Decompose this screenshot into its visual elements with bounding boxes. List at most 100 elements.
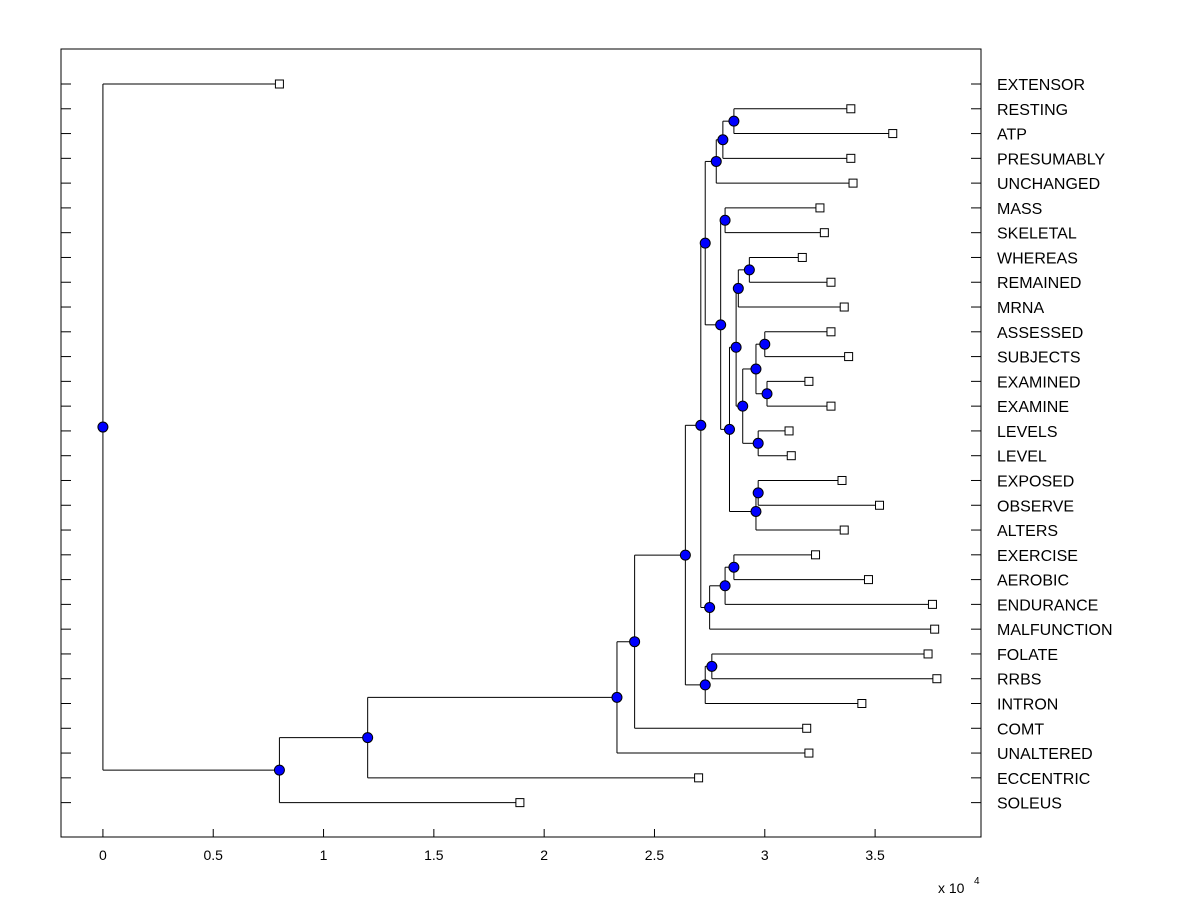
leaf-label-mrna: MRNA — [997, 300, 1044, 317]
merge-node — [706, 660, 718, 672]
merge-node — [695, 419, 707, 431]
leaf-label-comt: COMT — [997, 721, 1044, 738]
merge-node — [719, 580, 731, 592]
leaf-marker — [888, 129, 898, 139]
leaf-label-endurance: ENDURANCE — [997, 597, 1098, 614]
leaf-marker — [819, 228, 829, 238]
leaf-label-skeletal: SKELETAL — [997, 226, 1077, 243]
leaf-marker — [826, 277, 836, 287]
leaf-label-subjects: SUBJECTS — [997, 350, 1081, 367]
plot-frame — [60, 48, 982, 838]
leaf-marker — [811, 550, 821, 560]
leaf-labels: EXTENSOR RESTING ATP PRESUMABLY UNCHANGED MAS… — [997, 77, 1113, 813]
merge-node — [97, 421, 109, 433]
leaf-marker — [784, 426, 794, 436]
merge-node — [362, 732, 374, 744]
merge-node — [723, 423, 735, 435]
leaf-marker — [857, 699, 867, 708]
leaf-label-observe: OBSERVE — [997, 498, 1074, 515]
leaf-marker — [839, 302, 849, 312]
leaf-marker — [804, 376, 814, 386]
merge-node — [629, 636, 641, 648]
leaf-marker — [515, 798, 525, 808]
leaf-label-atp: ATP — [997, 127, 1027, 144]
leaf-marker — [839, 525, 849, 535]
leaf-label-exercise: EXERCISE — [997, 548, 1078, 565]
leaf-marker — [815, 203, 825, 213]
x-tick-label: 3.5 — [865, 847, 885, 863]
x-tick-label: 3 — [761, 847, 769, 863]
leaf-marker — [826, 327, 836, 337]
leaf-label-rrbs: RRBS — [997, 672, 1041, 689]
merge-node — [750, 505, 762, 517]
x-tick-label: 0 — [99, 847, 107, 863]
leaf-marker — [844, 352, 854, 362]
x-scale-label: x 10 — [938, 880, 965, 896]
leaf-label-exposed: EXPOSED — [997, 473, 1074, 490]
x-scale-exponent: 4 — [974, 876, 980, 887]
x-tick-label: 1 — [320, 847, 328, 863]
merge-node — [715, 319, 727, 331]
leaf-label-alters: ALTERS — [997, 523, 1058, 540]
leaf-marker — [804, 748, 814, 758]
leaf-label-soleus: SOLEUS — [997, 796, 1062, 813]
merge-node — [699, 237, 711, 249]
leaf-markers — [274, 79, 942, 808]
leaf-label-assessed: ASSESSED — [997, 325, 1083, 342]
leaf-label-malfunction: MALFUNCTION — [997, 622, 1113, 639]
merge-node — [750, 363, 762, 375]
leaf-label-extensor: EXTENSOR — [997, 77, 1085, 94]
merge-node — [743, 264, 755, 276]
merge-node — [752, 437, 764, 449]
leaf-label-examined: EXAMINED — [997, 374, 1081, 391]
merge-node — [719, 214, 731, 226]
axis-ticks — [61, 83, 981, 837]
merge-node — [728, 115, 740, 127]
merge-node — [737, 400, 749, 412]
merge-node — [699, 679, 711, 691]
merge-node — [679, 549, 691, 561]
leaf-marker — [797, 252, 807, 262]
merge-node — [710, 155, 722, 167]
leaf-label-levels: LEVELS — [997, 424, 1057, 441]
leaf-marker — [846, 153, 856, 163]
leaf-marker — [846, 104, 856, 114]
leaf-marker — [802, 723, 812, 733]
merge-node — [759, 338, 771, 350]
leaf-marker — [837, 475, 847, 485]
merge-node — [732, 282, 744, 294]
leaf-label-eccentric: ECCENTRIC — [997, 771, 1090, 788]
x-tick-label: 1.5 — [424, 847, 444, 863]
leaf-label-intron: INTRON — [997, 697, 1058, 714]
leaf-label-level: LEVEL — [997, 449, 1047, 466]
leaf-marker — [863, 575, 873, 585]
merge-node — [752, 487, 764, 499]
x-tick-label: 0.5 — [203, 847, 223, 863]
merge-node — [273, 764, 285, 776]
leaf-label-resting: RESTING — [997, 102, 1068, 119]
merge-nodes — [97, 115, 773, 776]
leaf-marker — [927, 599, 937, 609]
x-tick-labels: 0 0.5 1 1.5 2 2.5 3 3.5 — [99, 847, 885, 863]
merge-node — [717, 134, 729, 146]
leaf-label-folate: FOLATE — [997, 647, 1058, 664]
leaf-marker — [932, 674, 942, 684]
merge-node — [730, 341, 742, 353]
leaf-label-mass: MASS — [997, 201, 1042, 218]
leaf-marker — [923, 649, 933, 659]
x-tick-label: 2.5 — [645, 847, 665, 863]
leaf-marker — [848, 178, 858, 188]
merge-node — [704, 601, 716, 613]
leaf-marker — [274, 79, 284, 89]
merge-node — [728, 561, 740, 573]
leaf-marker — [786, 451, 796, 461]
leaf-label-unchanged: UNCHANGED — [997, 176, 1100, 193]
leaf-label-remained: REMAINED — [997, 275, 1081, 292]
merge-node — [761, 388, 773, 400]
leaf-marker — [930, 624, 940, 634]
leaf-label-whereas: WHEREAS — [997, 250, 1078, 267]
leaf-label-aerobic: AEROBIC — [997, 573, 1069, 590]
merge-node — [611, 691, 623, 703]
